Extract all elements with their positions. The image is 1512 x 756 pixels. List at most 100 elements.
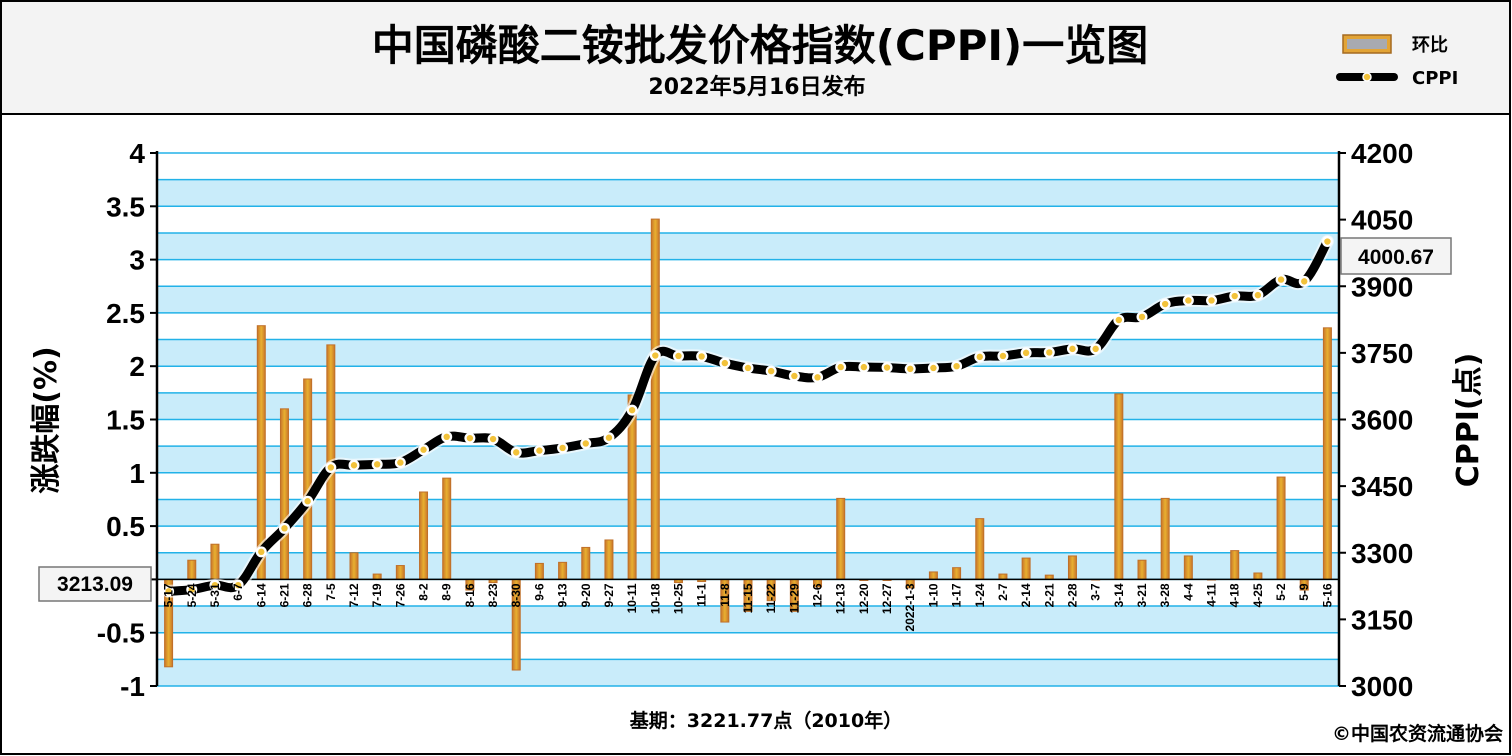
category-label: 7-19 — [370, 583, 384, 607]
cppi-marker — [860, 363, 868, 371]
cppi-marker — [605, 434, 613, 441]
cppi-marker — [281, 525, 288, 532]
category-label: 2-21 — [1042, 583, 1056, 607]
category-label: 11-22 — [764, 583, 778, 613]
start-value-text: 3213.09 — [57, 573, 133, 596]
bar — [1183, 555, 1193, 580]
category-label: 8-30 — [509, 583, 523, 607]
category-label: 12-20 — [857, 583, 871, 614]
cppi-marker — [1092, 345, 1099, 353]
left-tick-label: 2 — [129, 351, 145, 382]
bar — [1322, 327, 1332, 580]
cppi-marker — [907, 365, 914, 373]
category-label: 7-12 — [347, 583, 361, 607]
cppi-marker — [373, 461, 381, 468]
bar — [1253, 572, 1263, 580]
bar — [581, 546, 591, 580]
bar — [558, 561, 568, 580]
category-label: 4-18 — [1228, 583, 1242, 607]
cppi-marker — [1208, 297, 1215, 304]
left-tick-label: -0.5 — [97, 618, 145, 649]
start-value-callout: 3213.09 — [38, 566, 152, 602]
category-label: 6-14 — [254, 583, 268, 607]
cppi-marker — [466, 434, 474, 442]
bar — [1230, 550, 1240, 580]
left-tick-label: 1.5 — [106, 405, 145, 436]
cppi-marker — [1115, 316, 1123, 324]
category-label: 3-28 — [1158, 583, 1172, 607]
cppi-marker — [304, 498, 311, 505]
cppi-marker — [1277, 276, 1285, 283]
category-label: 5-24 — [185, 583, 199, 607]
bar — [1276, 476, 1286, 580]
cppi-marker — [721, 359, 729, 367]
category-label: 9-20 — [579, 583, 593, 607]
cppi-marker — [628, 406, 636, 414]
cppi-marker — [953, 363, 960, 370]
category-label: 5-2 — [1274, 583, 1288, 601]
cppi-marker — [791, 372, 798, 380]
plot-band — [157, 632, 1339, 660]
cppi-marker — [211, 581, 219, 589]
left-axis-title: 涨跌幅(%) — [29, 346, 64, 493]
cppi-marker — [767, 367, 775, 375]
bar — [210, 543, 220, 580]
category-label: 9-6 — [532, 583, 546, 601]
bar — [279, 408, 289, 580]
category-label: 3-7 — [1089, 583, 1103, 601]
cppi-marker — [652, 352, 659, 359]
category-label: 11-8 — [718, 583, 732, 607]
category-label: 4-4 — [1181, 583, 1195, 601]
cppi-marker — [976, 353, 983, 361]
category-label: 3-21 — [1135, 583, 1149, 607]
right-tick-label: 3450 — [1351, 471, 1413, 502]
category-label: 2-7 — [996, 583, 1010, 601]
cppi-marker — [1254, 291, 1262, 299]
category-label: 12-6 — [811, 583, 825, 607]
category-label: 10-25 — [671, 583, 685, 614]
cppi-marker — [258, 548, 265, 556]
right-tick-label: 3150 — [1351, 604, 1413, 635]
cppi-marker — [837, 363, 844, 371]
cppi-marker — [582, 440, 589, 447]
cppi-marker — [234, 581, 242, 589]
bar — [442, 477, 452, 580]
plot-band — [157, 526, 1339, 553]
category-label: 6-21 — [277, 583, 291, 607]
bar — [975, 518, 985, 580]
cppi-marker — [420, 446, 427, 453]
bar — [372, 573, 382, 580]
chart-title: 中国磷酸二铵批发价格指数(CPPI)一览图 — [372, 21, 1148, 70]
cppi-marker — [188, 586, 195, 593]
right-tick-label: 3600 — [1351, 405, 1413, 436]
bar — [998, 573, 1008, 580]
bar — [187, 559, 197, 580]
bar — [1021, 557, 1031, 580]
bar — [534, 562, 544, 580]
category-label: 1-10 — [926, 583, 940, 607]
left-tick-label: 2.5 — [106, 298, 145, 329]
cppi-marker — [930, 364, 937, 372]
right-tick-label: 3900 — [1351, 271, 1413, 302]
category-label: 10-11 — [625, 583, 639, 613]
right-tick-label: 3750 — [1351, 338, 1413, 369]
cppi-marker — [1231, 292, 1238, 300]
plot-band — [157, 153, 1339, 180]
cppi-marker — [327, 464, 335, 471]
copyright-note: ©中国农资流通协会 — [1332, 722, 1503, 745]
bar — [650, 218, 660, 580]
category-label: 7-5 — [324, 583, 338, 601]
cppi-marker — [489, 435, 497, 443]
header-band — [2, 2, 1509, 113]
cppi-marker — [443, 433, 450, 441]
category-label: 4-11 — [1205, 583, 1219, 607]
category-label: 11-15 — [741, 583, 755, 613]
cppi-marker — [999, 352, 1007, 360]
cppi-marker — [1185, 297, 1192, 304]
left-tick-label: 0.5 — [106, 511, 145, 542]
category-label: 9-27 — [602, 583, 616, 607]
right-axis-title: CPPI(点) — [1451, 353, 1486, 488]
right-axis-ticks: 4200 4050 3900 3750 3600 3450 3300 3150 3000 — [1339, 138, 1413, 702]
cppi-marker — [513, 449, 520, 456]
left-tick-label: 4 — [129, 138, 145, 169]
